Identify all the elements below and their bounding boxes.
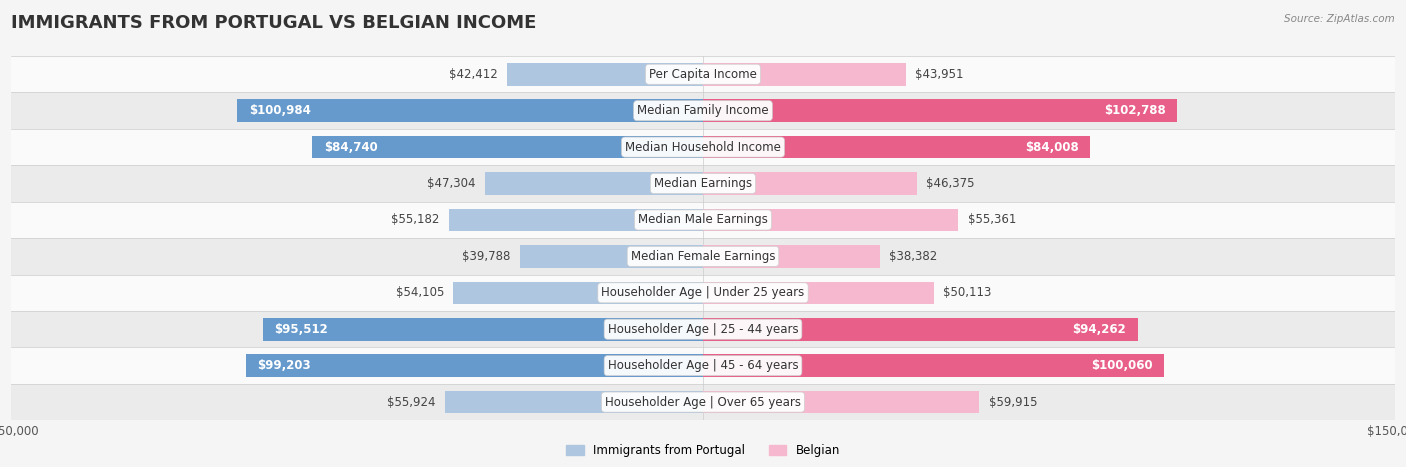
Text: Householder Age | 25 - 44 years: Householder Age | 25 - 44 years <box>607 323 799 336</box>
Text: Householder Age | Under 25 years: Householder Age | Under 25 years <box>602 286 804 299</box>
Text: Median Family Income: Median Family Income <box>637 104 769 117</box>
Bar <box>11 56 1395 92</box>
Text: $55,924: $55,924 <box>388 396 436 409</box>
Bar <box>449 209 703 231</box>
Text: Source: ZipAtlas.com: Source: ZipAtlas.com <box>1284 14 1395 24</box>
Bar <box>11 238 1395 275</box>
Bar <box>238 99 703 122</box>
Bar <box>703 209 959 231</box>
Legend: Immigrants from Portugal, Belgian: Immigrants from Portugal, Belgian <box>561 439 845 462</box>
Bar <box>485 172 703 195</box>
Text: $46,375: $46,375 <box>927 177 974 190</box>
Bar <box>703 391 980 413</box>
Text: $55,182: $55,182 <box>391 213 439 226</box>
Text: Median Female Earnings: Median Female Earnings <box>631 250 775 263</box>
Text: $39,788: $39,788 <box>463 250 510 263</box>
Text: $100,984: $100,984 <box>249 104 311 117</box>
Text: $84,008: $84,008 <box>1025 141 1078 154</box>
Bar <box>446 391 703 413</box>
Bar <box>508 63 703 85</box>
Text: $95,512: $95,512 <box>274 323 328 336</box>
Text: Householder Age | Over 65 years: Householder Age | Over 65 years <box>605 396 801 409</box>
Bar <box>11 311 1395 347</box>
Text: $55,361: $55,361 <box>967 213 1017 226</box>
Bar <box>703 172 917 195</box>
Bar <box>703 136 1091 158</box>
Text: $43,951: $43,951 <box>915 68 963 81</box>
Bar <box>11 275 1395 311</box>
Text: $38,382: $38,382 <box>889 250 938 263</box>
Text: Median Male Earnings: Median Male Earnings <box>638 213 768 226</box>
Text: Householder Age | 45 - 64 years: Householder Age | 45 - 64 years <box>607 359 799 372</box>
Text: Per Capita Income: Per Capita Income <box>650 68 756 81</box>
Bar <box>703 354 1164 377</box>
Text: $42,412: $42,412 <box>450 68 498 81</box>
Bar <box>11 92 1395 129</box>
Text: $54,105: $54,105 <box>396 286 444 299</box>
Bar <box>519 245 703 268</box>
Bar <box>11 165 1395 202</box>
Bar <box>246 354 703 377</box>
Text: $99,203: $99,203 <box>257 359 311 372</box>
Text: $47,304: $47,304 <box>427 177 475 190</box>
Bar <box>703 99 1177 122</box>
Text: IMMIGRANTS FROM PORTUGAL VS BELGIAN INCOME: IMMIGRANTS FROM PORTUGAL VS BELGIAN INCO… <box>11 14 537 32</box>
Bar <box>703 63 905 85</box>
Bar <box>454 282 703 304</box>
Text: Median Household Income: Median Household Income <box>626 141 780 154</box>
Text: $50,113: $50,113 <box>943 286 991 299</box>
Bar <box>703 282 934 304</box>
Bar <box>703 318 1137 340</box>
Text: $100,060: $100,060 <box>1091 359 1153 372</box>
Bar <box>312 136 703 158</box>
Text: $94,262: $94,262 <box>1073 323 1126 336</box>
Text: $84,740: $84,740 <box>323 141 377 154</box>
Bar <box>263 318 703 340</box>
Bar <box>11 202 1395 238</box>
Bar <box>11 384 1395 420</box>
Bar <box>703 245 880 268</box>
Text: $59,915: $59,915 <box>988 396 1038 409</box>
Text: $102,788: $102,788 <box>1104 104 1166 117</box>
Text: Median Earnings: Median Earnings <box>654 177 752 190</box>
Bar <box>11 129 1395 165</box>
Bar <box>11 347 1395 384</box>
